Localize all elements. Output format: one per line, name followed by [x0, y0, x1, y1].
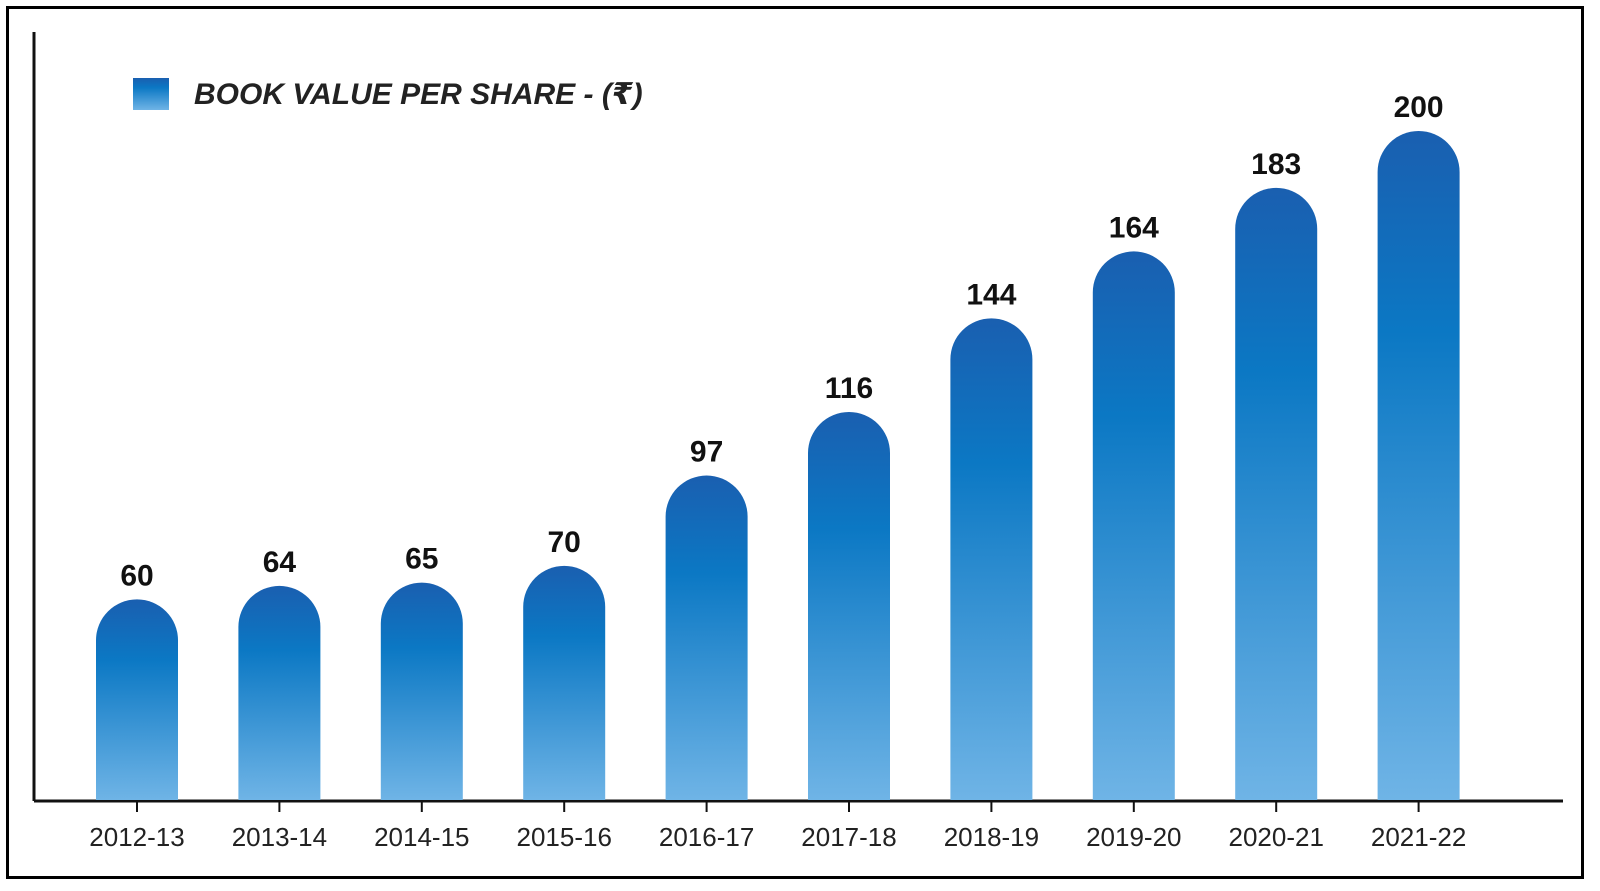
x-tick-label-2014-15: 2014-15 [374, 822, 469, 852]
value-label-2018-19: 144 [966, 278, 1016, 311]
axes [32, 32, 1563, 803]
value-labels-group: 60 64 65 70 97 116 144 164 183 200 [120, 91, 1443, 592]
x-tick-label-2021-22: 2021-22 [1371, 822, 1466, 852]
value-label-2021-22: 200 [1394, 91, 1444, 124]
x-tick-label-2019-20: 2019-20 [1086, 822, 1181, 852]
bar-2015-16 [523, 565, 606, 800]
bar-2021-22 [1377, 131, 1460, 800]
legend-label: BOOK VALUE PER SHARE - (₹) [194, 78, 643, 111]
value-label-2015-16: 70 [548, 526, 581, 559]
x-tick-label-2012-13: 2012-13 [89, 822, 184, 852]
value-label-2013-14: 64 [263, 546, 297, 579]
value-label-2014-15: 65 [405, 543, 438, 576]
legend: BOOK VALUE PER SHARE - (₹) [133, 78, 643, 111]
legend-swatch [133, 78, 169, 110]
x-tick-label-2020-21: 2020-21 [1228, 822, 1323, 852]
x-tick-labels-group: 2012-13 2013-14 2014-15 2015-16 2016-17 2017-… [89, 822, 1466, 852]
bar-2016-17 [665, 475, 748, 800]
x-ticks-group [136, 801, 1420, 812]
value-label-2020-21: 183 [1251, 148, 1301, 181]
x-tick-label-2016-17: 2016-17 [659, 822, 754, 852]
value-label-2016-17: 97 [690, 436, 723, 469]
x-tick-label-2018-19: 2018-19 [944, 822, 1039, 852]
bar-2019-20 [1092, 251, 1175, 801]
x-tick-label-2017-18: 2017-18 [801, 822, 896, 852]
x-tick-label-2015-16: 2015-16 [516, 822, 611, 852]
bar-2017-18 [808, 411, 890, 800]
value-label-2019-20: 164 [1109, 211, 1159, 244]
bars-group [96, 131, 1460, 801]
bar-2014-15 [380, 582, 463, 800]
bar-2018-19 [950, 318, 1033, 800]
bar-2020-21 [1235, 187, 1318, 801]
value-label-2017-18: 116 [825, 372, 873, 405]
value-label-2012-13: 60 [120, 559, 153, 592]
bar-2013-14 [238, 585, 321, 800]
x-tick-label-2013-14: 2013-14 [232, 822, 327, 852]
bar-2012-13 [96, 599, 178, 800]
